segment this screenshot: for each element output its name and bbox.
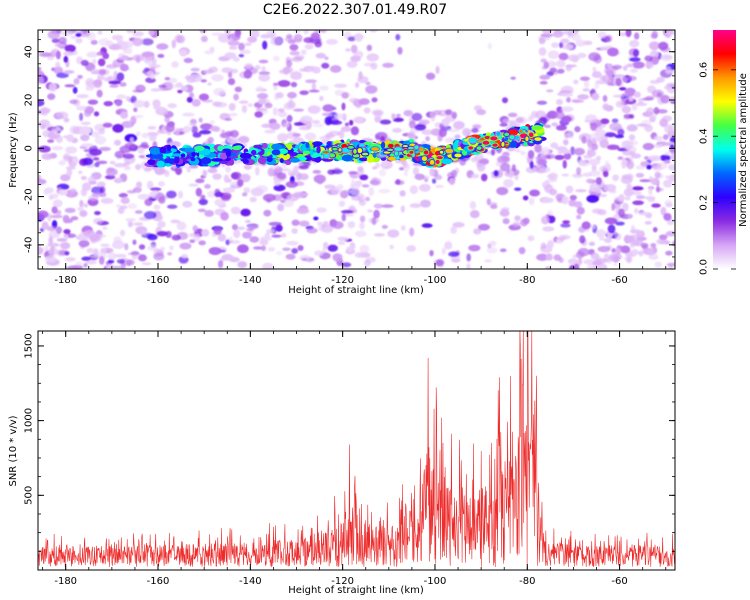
spectrogram-x-tick-label: -120 — [331, 275, 354, 286]
snr-frame — [37, 330, 676, 571]
spectrogram-signal-layer — [144, 122, 547, 168]
colorbar-tick-label: 0.6 — [699, 62, 710, 78]
spectrogram-x-tick-label: -140 — [239, 275, 262, 286]
spectrogram-y-tick-label: 0 — [24, 145, 35, 151]
spectrogram-noise-layer — [38, 30, 675, 269]
snr-y-tick-label: 1000 — [24, 408, 35, 433]
spectrogram-ticks — [38, 30, 675, 270]
spectrogram-y-tick-label: -20 — [24, 188, 35, 204]
spectrogram-x-tick-label: -160 — [147, 275, 170, 286]
colorbar-tick-label: 0.2 — [699, 195, 710, 211]
colorbar-tick-label: 0.0 — [699, 259, 710, 275]
colorbar-tick-labels: 0.0 0.2 0.4 0.6 — [699, 62, 710, 275]
snr-y-tick-label: 500 — [24, 486, 35, 505]
colorbar-label: Normalized spectral amplitude — [738, 73, 749, 227]
spectrogram-y-tick-label: 20 — [24, 94, 35, 107]
spectrogram-x-tick-label: -80 — [519, 275, 535, 286]
snr-y-tick-labels: 500 1000 1500 — [24, 333, 35, 505]
spectrogram-panel: -180 -160 -140 -120 -100 -80 -60 -40 -20 0 20 40 H… — [8, 29, 676, 296]
colorbar-ticks — [713, 69, 736, 270]
spectrogram-x-tick-label: -60 — [611, 275, 627, 286]
spectrogram-x-axis-label: Height of straight line (km) — [288, 285, 424, 296]
snr-x-tick-labels: -180 -160 -140 -120 -100 -80 -60 — [54, 576, 627, 587]
snr-x-axis-label: Height of straight line (km) — [288, 585, 424, 596]
snr-x-tick-label: -80 — [519, 576, 535, 587]
spectrogram-y-tick-label: -40 — [24, 237, 35, 253]
colorbar-gradient — [713, 30, 736, 269]
snr-x-tick-label: -180 — [54, 576, 77, 587]
spectrogram-x-tick-label: -100 — [424, 275, 447, 286]
snr-series — [38, 331, 675, 568]
snr-y-axis-label: SNR (10 * v/v) — [8, 415, 19, 486]
figure-title: C2E6.2022.307.01.49.R07 — [263, 2, 447, 18]
snr-x-tick-label: -100 — [424, 576, 447, 587]
snr-x-tick-label: -60 — [611, 576, 627, 587]
spectrogram-y-tick-labels: -40 -20 0 20 40 — [24, 45, 35, 253]
snr-x-tick-label: -120 — [331, 576, 354, 587]
spectrogram-x-tick-label: -180 — [54, 275, 77, 286]
spectrogram-y-axis-label: Frequency (Hz) — [8, 112, 19, 188]
snr-x-tick-label: -140 — [239, 576, 262, 587]
snr-series-line — [38, 331, 675, 568]
snr-y-tick-label: 1500 — [24, 333, 35, 358]
snr-x-tick-label: -160 — [147, 576, 170, 587]
colorbar-tick-label: 0.4 — [699, 128, 710, 144]
colorbar: 0.0 0.2 0.4 0.6 Normalized spectral amplitu… — [699, 30, 749, 275]
snr-panel: -180 -160 -140 -120 -100 -80 -60 500 1000 1500 H… — [8, 330, 676, 596]
spectrogram-frame — [37, 29, 676, 270]
spectrogram-x-tick-labels: -180 -160 -140 -120 -100 -80 -60 — [54, 275, 627, 286]
spectrogram-y-tick-label: 40 — [24, 45, 35, 58]
snr-ticks — [38, 331, 675, 571]
